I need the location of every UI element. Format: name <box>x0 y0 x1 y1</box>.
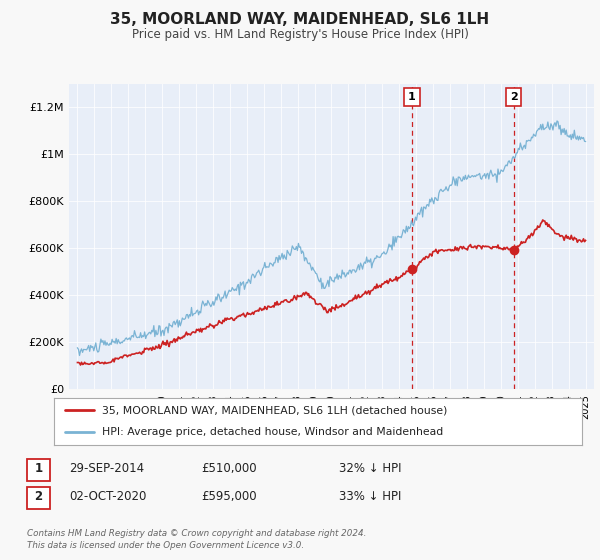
Text: £595,000: £595,000 <box>201 490 257 503</box>
Text: 1: 1 <box>34 462 43 475</box>
Text: £510,000: £510,000 <box>201 462 257 475</box>
Text: This data is licensed under the Open Government Licence v3.0.: This data is licensed under the Open Gov… <box>27 541 304 550</box>
Text: 2: 2 <box>34 490 43 503</box>
Text: 33% ↓ HPI: 33% ↓ HPI <box>339 490 401 503</box>
Text: HPI: Average price, detached house, Windsor and Maidenhead: HPI: Average price, detached house, Wind… <box>101 427 443 437</box>
Text: 32% ↓ HPI: 32% ↓ HPI <box>339 462 401 475</box>
Text: 29-SEP-2014: 29-SEP-2014 <box>69 462 144 475</box>
Text: 35, MOORLAND WAY, MAIDENHEAD, SL6 1LH (detached house): 35, MOORLAND WAY, MAIDENHEAD, SL6 1LH (d… <box>101 405 447 416</box>
Text: Contains HM Land Registry data © Crown copyright and database right 2024.: Contains HM Land Registry data © Crown c… <box>27 529 367 538</box>
Text: 35, MOORLAND WAY, MAIDENHEAD, SL6 1LH: 35, MOORLAND WAY, MAIDENHEAD, SL6 1LH <box>110 12 490 27</box>
Text: 1: 1 <box>408 92 416 102</box>
Text: 2: 2 <box>509 92 517 102</box>
Text: Price paid vs. HM Land Registry's House Price Index (HPI): Price paid vs. HM Land Registry's House … <box>131 28 469 41</box>
Text: 02-OCT-2020: 02-OCT-2020 <box>69 490 146 503</box>
